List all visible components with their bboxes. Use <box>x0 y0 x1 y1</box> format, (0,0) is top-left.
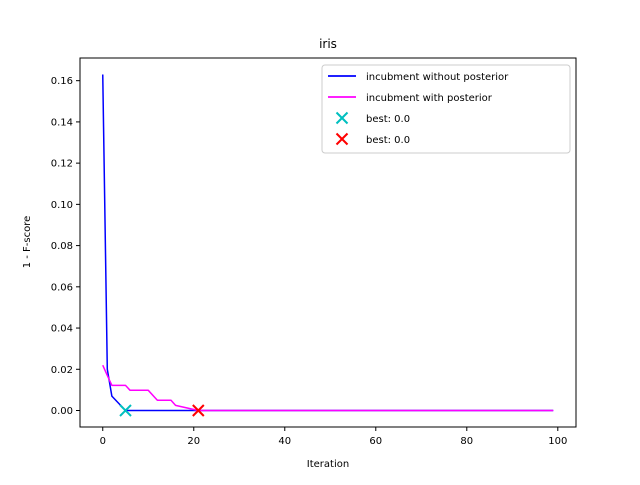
y-tick-label: 0.16 <box>51 76 73 87</box>
legend-swatch <box>335 132 349 146</box>
chart-title: iris <box>319 37 337 51</box>
y-axis: 0.00 0.02 0.04 0.06 0.08 0.10 0.12 0.14 0.16 <box>51 76 80 417</box>
legend-label: incubment without posterior <box>366 72 509 83</box>
best-marker-3 <box>192 404 205 417</box>
y-tick-label: 0.06 <box>51 282 73 293</box>
best-marker-2 <box>119 404 132 417</box>
x-axis-label: Iteration <box>307 459 349 470</box>
y-tick-label: 0.10 <box>51 200 73 211</box>
x-tick-label: 40 <box>278 436 291 447</box>
y-tick-label: 0.12 <box>51 159 73 170</box>
legend-entry: best: 0.0 <box>335 132 410 146</box>
y-tick-label: 0.02 <box>51 365 73 376</box>
y-axis-label: 1 - F-score <box>22 216 33 269</box>
y-tick-label: 0.00 <box>51 406 73 417</box>
legend-label: best: 0.0 <box>366 114 410 125</box>
series-line-1 <box>102 364 554 412</box>
x-tick-label: 0 <box>100 436 106 447</box>
marker-stroke <box>335 111 349 125</box>
legend-entry: incubment without posterior <box>328 72 509 83</box>
marker-stroke <box>335 132 349 146</box>
x-axis: 0 20 40 60 80 100 <box>100 427 567 447</box>
y-tick-label: 0.14 <box>51 117 73 128</box>
legend-label: best: 0.0 <box>366 135 410 146</box>
legend-box <box>321 64 571 154</box>
x-tick-label: 80 <box>460 436 473 447</box>
plot-frame <box>79 57 577 428</box>
legend-swatch <box>335 111 349 125</box>
x-tick-label: 100 <box>548 436 567 447</box>
y-tick-label: 0.08 <box>51 241 73 252</box>
legend-label: incubment with posterior <box>366 93 493 104</box>
marker-stroke <box>119 404 132 417</box>
legend-entry: best: 0.0 <box>335 111 410 125</box>
plot-area <box>102 74 554 417</box>
marker-stroke <box>192 404 205 417</box>
legend: incubment without posterior incubment wit… <box>321 64 571 154</box>
x-tick-label: 20 <box>187 436 200 447</box>
y-tick-label: 0.04 <box>51 324 73 335</box>
legend-entry: incubment with posterior <box>328 93 493 104</box>
x-tick-label: 60 <box>369 436 382 447</box>
